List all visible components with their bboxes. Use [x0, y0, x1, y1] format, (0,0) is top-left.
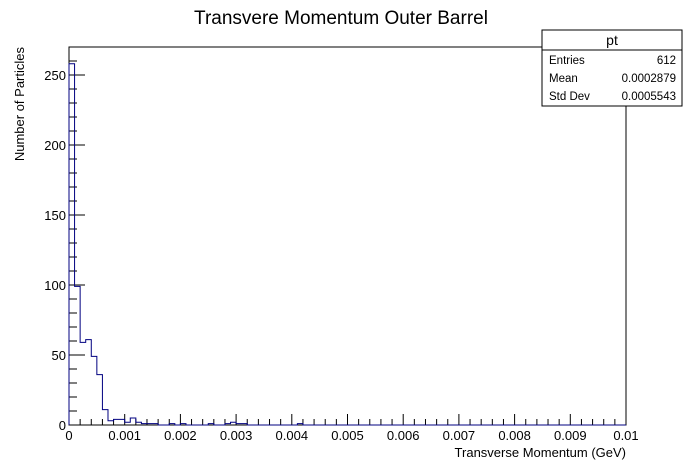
histogram-bin [114, 419, 120, 425]
stats-box: pt Entries 612 Mean 0.0002879 Std Dev 0.… [541, 29, 683, 107]
y-axis-ticks [69, 46, 85, 426]
y-tick-label: 200 [44, 138, 66, 153]
histogram-bins [69, 64, 303, 425]
histogram-outline [68, 63, 626, 426]
x-tick-label: 0.006 [387, 428, 420, 443]
histogram-bin [97, 375, 103, 425]
x-tick-label: 0 [65, 428, 72, 443]
y-axis-label: Number of Particles [12, 47, 27, 162]
histogram-bin [75, 286, 81, 425]
x-tick-label: 0.007 [443, 428, 476, 443]
histogram-bin [86, 340, 92, 425]
stats-box-title: pt [606, 32, 618, 48]
y-tick-label: 100 [44, 278, 66, 293]
stats-stddev-label: Std Dev [549, 91, 590, 103]
histogram-bin [69, 64, 75, 425]
y-tick-label: 0 [59, 418, 66, 433]
stats-mean-label: Mean [549, 73, 578, 85]
x-tick-label: 0.008 [498, 428, 531, 443]
y-tick-label: 250 [44, 68, 66, 83]
chart-title: Transvere Momentum Outer Barrel [194, 8, 488, 29]
stats-stddev-value: 0.0005543 [622, 91, 676, 103]
x-axis-tick-labels: 0 0.001 0.002 0.003 0.004 0.005 0.006 0.007 0.00… [65, 428, 638, 443]
y-tick-label: 50 [52, 348, 66, 363]
y-tick-label: 150 [44, 208, 66, 223]
x-tick-label: 0.009 [554, 428, 587, 443]
histogram-bin [102, 410, 108, 425]
histogram-bin [119, 419, 125, 425]
x-axis-ticks [68, 414, 627, 425]
x-tick-label: 0.003 [220, 428, 253, 443]
stats-entries-label: Entries [549, 55, 585, 67]
x-tick-label: 0.004 [276, 428, 309, 443]
stats-entries-value: 612 [657, 55, 676, 67]
histogram-bin [91, 356, 97, 425]
stats-mean-value: 0.0002879 [622, 73, 676, 85]
x-axis-label: Transverse Momentum (GeV) [455, 445, 626, 460]
x-tick-label: 0.002 [164, 428, 197, 443]
histogram-bin [130, 418, 136, 425]
x-tick-label: 0.001 [108, 428, 141, 443]
stats-box-frame [541, 29, 683, 107]
x-tick-label: 0.005 [331, 428, 364, 443]
y-axis-tick-labels: 0 50 100 150 200 250 [44, 68, 66, 433]
histogram-bin [108, 421, 114, 425]
x-tick-label: 0.01 [613, 428, 638, 443]
